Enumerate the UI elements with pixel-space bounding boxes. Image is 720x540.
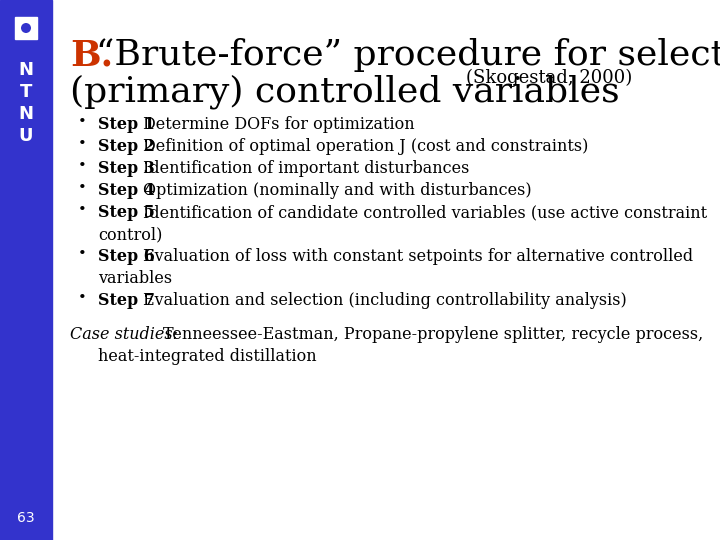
Text: Case studies:: Case studies: [70,326,178,343]
Text: Evaluation and selection (including controllability analysis): Evaluation and selection (including cont… [143,292,626,309]
Text: Step 4: Step 4 [98,182,155,199]
Text: Determine DOFs for optimization: Determine DOFs for optimization [143,116,415,133]
Text: N: N [19,105,34,123]
Text: N: N [19,61,34,79]
Text: heat-integrated distillation: heat-integrated distillation [98,348,317,365]
Ellipse shape [20,22,32,34]
Text: Tenneessee-Eastman, Propane-propylene splitter, recycle process,: Tenneessee-Eastman, Propane-propylene sp… [163,326,703,343]
Text: •: • [78,247,86,261]
Text: •: • [78,181,86,195]
Text: T: T [20,83,32,101]
Text: •: • [78,159,86,173]
Text: •: • [78,115,86,129]
Text: control): control) [98,226,163,243]
Text: Step 3: Step 3 [98,160,155,177]
Bar [0,0,52,540]
Text: •: • [78,203,86,217]
Bar [15,17,37,39]
Text: Identification of candidate controlled variables (use active constraint: Identification of candidate controlled v… [143,204,707,221]
Text: Optimization (nominally and with disturbances): Optimization (nominally and with disturb… [143,182,531,199]
Text: Step 1: Step 1 [98,116,155,133]
Text: (Skogestad, 2000): (Skogestad, 2000) [466,69,632,87]
Text: Step 7: Step 7 [98,292,155,309]
Text: B.: B. [70,38,113,72]
Text: •: • [78,291,86,305]
Text: •: • [78,137,86,151]
Text: Definition of optimal operation J (cost and constraints): Definition of optimal operation J (cost … [143,138,588,155]
Text: U: U [19,127,33,145]
Text: Step 5: Step 5 [98,204,155,221]
Text: (primary) controlled variables: (primary) controlled variables [70,74,620,109]
Text: variables: variables [98,270,172,287]
Text: “Brute-force” procedure for selecting: “Brute-force” procedure for selecting [96,38,720,72]
Text: Identification of important disturbances: Identification of important disturbances [143,160,469,177]
Text: 63: 63 [17,511,35,525]
Text: Evaluation of loss with constant setpoints for alternative controlled: Evaluation of loss with constant setpoin… [143,248,693,265]
Text: Step 6: Step 6 [98,248,155,265]
Text: Step 2: Step 2 [98,138,155,155]
